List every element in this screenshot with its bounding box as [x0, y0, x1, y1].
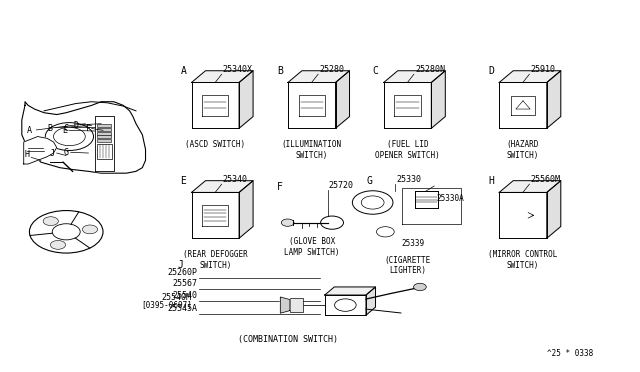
Text: 25340X: 25340X — [223, 65, 253, 74]
Text: (MIRROR CONTROL
SWITCH): (MIRROR CONTROL SWITCH) — [488, 250, 557, 270]
Text: (REAR DEFOGGER
SWITCH): (REAR DEFOGGER SWITCH) — [183, 250, 248, 270]
Text: (HAZARD
SWITCH): (HAZARD SWITCH) — [507, 140, 540, 160]
Text: J: J — [177, 260, 183, 270]
Bar — [97, 139, 111, 142]
Polygon shape — [191, 83, 239, 128]
Bar — [97, 128, 111, 131]
Text: B: B — [48, 124, 53, 132]
Text: A: A — [180, 66, 186, 76]
Text: 25340: 25340 — [223, 175, 248, 185]
Polygon shape — [499, 181, 561, 192]
Text: E: E — [63, 126, 67, 135]
Text: G: G — [64, 148, 68, 157]
Text: C: C — [64, 124, 68, 132]
Polygon shape — [280, 297, 290, 313]
Text: J: J — [50, 148, 55, 157]
Polygon shape — [499, 192, 547, 238]
Text: B: B — [277, 66, 283, 76]
Polygon shape — [324, 287, 376, 295]
Polygon shape — [24, 137, 57, 164]
Text: (COMBINATION SWITCH): (COMBINATION SWITCH) — [238, 335, 339, 344]
Polygon shape — [547, 71, 561, 128]
Text: 25260P: 25260P — [168, 268, 198, 277]
Polygon shape — [191, 181, 253, 192]
Text: 25540: 25540 — [173, 292, 198, 301]
Polygon shape — [288, 83, 335, 128]
Bar — [97, 125, 111, 127]
Bar — [290, 298, 303, 312]
Polygon shape — [239, 71, 253, 128]
Polygon shape — [191, 192, 239, 238]
Bar — [97, 135, 111, 138]
Circle shape — [83, 225, 97, 234]
Circle shape — [43, 217, 58, 225]
Polygon shape — [239, 181, 253, 238]
Text: 25280: 25280 — [319, 65, 344, 74]
Text: 25545A: 25545A — [168, 304, 198, 313]
Text: 25280N: 25280N — [415, 65, 445, 74]
Text: F: F — [86, 124, 91, 133]
Text: C: C — [372, 66, 378, 76]
Polygon shape — [366, 287, 376, 315]
Polygon shape — [384, 83, 431, 128]
Polygon shape — [431, 71, 445, 128]
Text: D: D — [488, 66, 494, 76]
Circle shape — [413, 283, 426, 291]
Polygon shape — [384, 71, 445, 83]
Text: [0395-0697]: [0395-0697] — [141, 300, 192, 309]
Text: (ASCD SWITCH): (ASCD SWITCH) — [185, 140, 245, 149]
Text: ^25 * 0338: ^25 * 0338 — [547, 349, 594, 358]
Text: 25330: 25330 — [396, 175, 421, 185]
Polygon shape — [335, 71, 349, 128]
Text: 25910: 25910 — [531, 65, 556, 74]
Text: 25567: 25567 — [173, 279, 198, 288]
Polygon shape — [499, 71, 561, 83]
Text: F: F — [277, 182, 283, 192]
Polygon shape — [288, 71, 349, 83]
Text: 25330A: 25330A — [436, 194, 464, 203]
Text: (ILLUMINATION
SWITCH): (ILLUMINATION SWITCH) — [282, 140, 342, 160]
Text: 25339: 25339 — [401, 240, 424, 248]
Text: H: H — [24, 150, 29, 159]
Polygon shape — [191, 71, 253, 83]
Text: 25560M: 25560M — [531, 175, 561, 185]
Polygon shape — [22, 102, 145, 173]
Polygon shape — [547, 181, 561, 238]
Text: 25720: 25720 — [329, 181, 354, 190]
Text: (GLOVE BOX
LAMP SWITCH): (GLOVE BOX LAMP SWITCH) — [284, 237, 339, 257]
Polygon shape — [499, 83, 547, 128]
Polygon shape — [95, 116, 114, 171]
Circle shape — [51, 240, 65, 249]
Circle shape — [282, 219, 294, 226]
Text: G: G — [366, 176, 372, 186]
Text: H: H — [488, 176, 494, 186]
Text: A: A — [27, 126, 32, 135]
Text: E: E — [180, 176, 186, 186]
Text: D: D — [73, 121, 78, 130]
Bar — [97, 132, 111, 135]
Bar — [97, 144, 112, 158]
Text: 25540M: 25540M — [162, 294, 192, 302]
Text: (FUEL LID
OPENER SWITCH): (FUEL LID OPENER SWITCH) — [375, 140, 440, 160]
Text: (CIGARETTE
LIGHTER): (CIGARETTE LIGHTER) — [385, 256, 431, 275]
